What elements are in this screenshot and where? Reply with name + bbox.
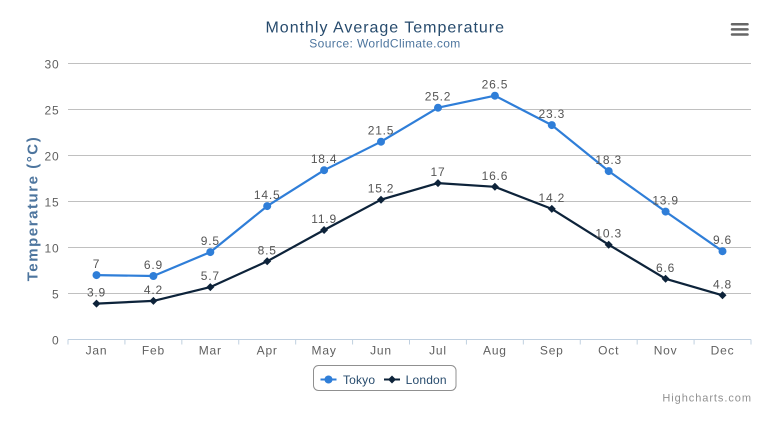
svg-text:Monthly Average Temperature: Monthly Average Temperature (266, 19, 505, 36)
svg-text:26.5: 26.5 (482, 78, 509, 92)
svg-text:Sep: Sep (540, 344, 564, 358)
svg-text:Jul: Jul (429, 344, 447, 358)
svg-text:9.5: 9.5 (201, 234, 220, 248)
svg-text:25.2: 25.2 (425, 90, 452, 104)
svg-text:6.9: 6.9 (144, 258, 163, 272)
svg-text:4.8: 4.8 (713, 277, 732, 291)
svg-text:17: 17 (431, 165, 446, 179)
svg-text:Temperature (°C): Temperature (°C) (25, 137, 42, 281)
svg-text:14.5: 14.5 (254, 188, 281, 202)
svg-text:3.9: 3.9 (87, 286, 106, 300)
svg-text:25: 25 (45, 104, 60, 118)
svg-text:23.3: 23.3 (539, 107, 566, 121)
svg-text:Jan: Jan (86, 344, 108, 358)
svg-text:10.3: 10.3 (595, 227, 622, 241)
svg-text:Feb: Feb (142, 344, 165, 358)
svg-text:Aug: Aug (483, 344, 507, 358)
svg-text:18.3: 18.3 (595, 153, 622, 167)
svg-text:London: London (406, 373, 447, 387)
svg-text:Nov: Nov (654, 344, 678, 358)
svg-text:Dec: Dec (711, 344, 735, 358)
svg-text:May: May (312, 344, 337, 358)
svg-text:18.4: 18.4 (311, 152, 338, 166)
svg-text:Apr: Apr (257, 344, 278, 358)
svg-text:15: 15 (45, 196, 60, 210)
svg-text:13.9: 13.9 (652, 194, 679, 208)
svg-text:14.2: 14.2 (539, 191, 566, 205)
svg-text:0: 0 (52, 334, 59, 348)
svg-text:8.5: 8.5 (258, 243, 277, 257)
svg-text:10: 10 (45, 242, 60, 256)
svg-text:6.6: 6.6 (656, 261, 675, 275)
svg-text:5.7: 5.7 (201, 269, 220, 283)
svg-text:20: 20 (45, 150, 60, 164)
svg-text:4.2: 4.2 (144, 283, 163, 297)
svg-text:15.2: 15.2 (368, 182, 395, 196)
svg-text:Jun: Jun (370, 344, 392, 358)
svg-text:5: 5 (52, 288, 59, 302)
svg-text:16.6: 16.6 (482, 169, 509, 183)
svg-text:Mar: Mar (199, 344, 222, 358)
svg-text:21.5: 21.5 (368, 124, 395, 138)
svg-text:Tokyo: Tokyo (343, 373, 375, 387)
svg-text:11.9: 11.9 (311, 212, 337, 226)
svg-text:30: 30 (45, 58, 60, 72)
svg-text:Oct: Oct (598, 344, 619, 358)
svg-text:9.6: 9.6 (713, 233, 732, 247)
svg-text:7: 7 (93, 257, 100, 271)
svg-text:Highcharts.com: Highcharts.com (662, 392, 751, 404)
svg-text:Source: WorldClimate.com: Source: WorldClimate.com (309, 37, 460, 51)
